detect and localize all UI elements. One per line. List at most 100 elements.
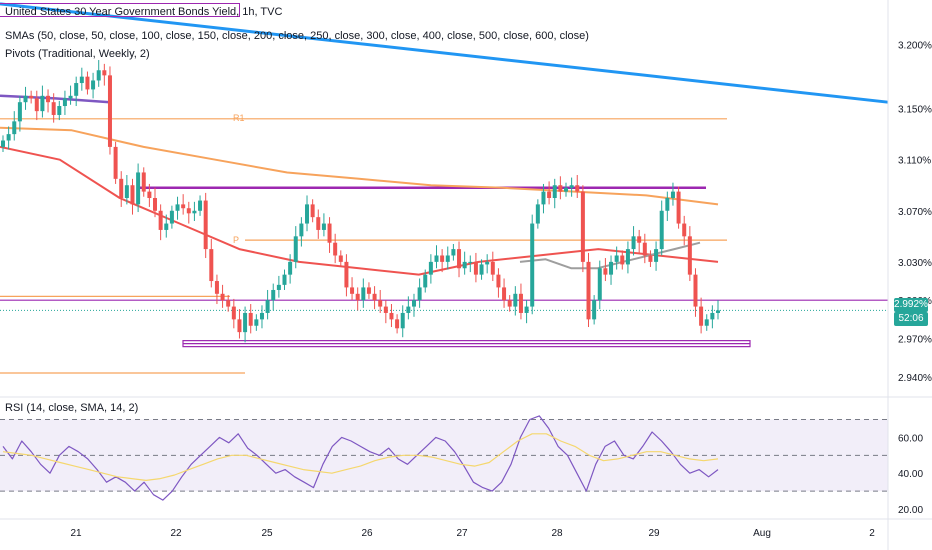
candle-body	[102, 70, 107, 76]
candle-body	[57, 106, 62, 115]
candle-body	[496, 274, 501, 288]
candle-body	[637, 236, 642, 243]
rsi-sma-line	[2, 433, 719, 481]
candle-body	[91, 80, 96, 90]
candle-body	[130, 185, 135, 205]
candle-body	[620, 255, 625, 265]
x-tick-label: Aug	[753, 528, 771, 539]
candle-body	[96, 70, 101, 81]
candle-body	[119, 178, 124, 198]
candle-body	[124, 185, 129, 198]
chart-title[interactable]: United States 30 Year Government Bonds Y…	[5, 6, 283, 18]
candle-body	[524, 306, 529, 313]
candle-body	[192, 210, 197, 214]
candle-body	[389, 312, 394, 320]
rsi-legend[interactable]: RSI (14, close, SMA, 14, 2)	[5, 402, 139, 414]
support-box	[182, 340, 751, 348]
candles	[1, 60, 720, 343]
candle-body	[417, 287, 422, 301]
candle-body	[682, 223, 687, 237]
candle-body	[254, 319, 259, 326]
candle-body	[704, 319, 709, 326]
candle-body	[479, 264, 484, 275]
candle-body	[654, 249, 659, 262]
candle-body	[310, 204, 315, 218]
candle-body	[136, 172, 141, 205]
candle-body	[34, 98, 39, 112]
candle-body	[305, 204, 310, 224]
candle-body	[271, 289, 276, 301]
candle-body	[327, 223, 332, 243]
pivots-legend[interactable]: Pivots (Traditional, Weekly, 2)	[5, 48, 150, 60]
candle-body	[473, 261, 478, 275]
candle-body	[400, 312, 405, 329]
y-tick-label: 3.030%	[898, 258, 932, 269]
candle-body	[592, 300, 597, 320]
candle-body	[659, 210, 664, 250]
candle-body	[1, 140, 5, 147]
sma-legend[interactable]: SMAs (50, close, 50, close, 100, close, …	[5, 30, 589, 42]
candle-body	[462, 261, 467, 269]
candle-body	[665, 198, 670, 211]
candle-body	[17, 102, 22, 122]
candle-body	[107, 75, 112, 147]
candle-body	[79, 76, 84, 84]
sma-line	[0, 126, 719, 206]
candle-body	[29, 95, 34, 99]
candle-body	[603, 268, 608, 275]
candle-body	[710, 312, 715, 320]
candle-body	[451, 249, 456, 256]
candle-body	[614, 255, 619, 262]
candle-body	[502, 287, 507, 301]
candle-body	[569, 185, 574, 188]
rsi-tick-label: 60.00	[898, 433, 923, 444]
candle-body	[214, 281, 219, 294]
candle-body	[333, 242, 338, 256]
sma-line	[0, 145, 719, 276]
candle-body	[282, 274, 287, 285]
candle-body	[513, 293, 518, 307]
trendline[interactable]	[0, 2, 889, 104]
candle-body	[350, 287, 355, 294]
rsi-tick-label: 40.00	[898, 469, 923, 480]
candle-body	[642, 242, 647, 256]
candle-body	[344, 261, 349, 288]
last-price-label: 2.992%	[894, 298, 928, 312]
candle-body	[220, 293, 225, 301]
countdown-label: 52:06	[894, 312, 928, 326]
candle-body	[231, 306, 236, 320]
candle-body	[609, 261, 614, 275]
candle-body	[40, 95, 45, 112]
candle-body	[62, 98, 67, 107]
candle-body	[518, 293, 523, 313]
blue-trendline	[0, 2, 889, 104]
candle-body	[338, 255, 343, 262]
candle-body	[226, 300, 231, 307]
candle-body	[378, 300, 383, 307]
candle-body	[530, 223, 535, 307]
candle-body	[440, 255, 445, 262]
pivot-label-r1: R1	[233, 113, 245, 123]
candle-body	[293, 236, 298, 262]
candle-body	[181, 204, 186, 209]
candle-body	[535, 204, 540, 224]
x-tick-label: 27	[456, 528, 468, 539]
candle-body	[716, 310, 720, 313]
candle-body	[625, 249, 630, 265]
candle-body	[468, 261, 473, 263]
candle-body	[406, 306, 411, 313]
candle-body	[355, 293, 360, 301]
candle-body	[68, 95, 73, 99]
candle-body	[164, 223, 169, 230]
title-highlight-box	[0, 3, 240, 17]
candle-body	[203, 200, 208, 250]
candle-body	[23, 95, 28, 103]
candle-body	[434, 255, 439, 262]
candle-body	[169, 210, 174, 224]
x-tick-label: 2	[869, 528, 875, 539]
rsi-pane: 60.00 40.00 20.00	[0, 415, 923, 516]
candle-body	[676, 191, 681, 224]
candle-body	[276, 284, 281, 290]
candle-body	[158, 210, 163, 230]
